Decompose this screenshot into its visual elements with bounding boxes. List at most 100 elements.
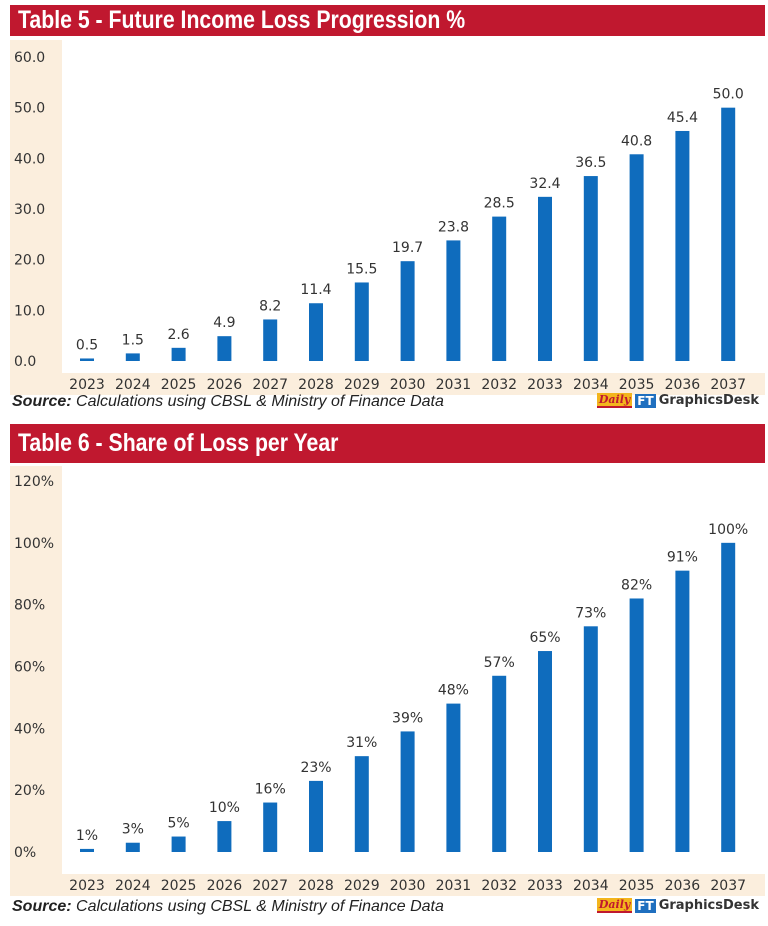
bar [354, 756, 369, 852]
y-tick-label: 120% [14, 474, 54, 490]
data-label: 57% [484, 655, 515, 671]
x-tick-label: 2029 [344, 878, 380, 894]
x-tick-label: 2032 [481, 878, 517, 894]
chart-panel-2: Table 6 - Share of Loss per Year 0% 20% 40… [10, 424, 765, 924]
x-tick-label: 2029 [344, 377, 380, 393]
x-tick-label: 2023 [69, 878, 105, 894]
y-tick-label: 40% [14, 721, 45, 737]
x-tick-label: 2036 [665, 878, 701, 894]
bar-chart: 0% 20% 40% 60% 80% 100% 120% 1% 2023 3% 2024 5% 2025… [14, 466, 765, 894]
x-tick-label: 2034 [573, 377, 609, 393]
data-label: 1% [76, 828, 98, 844]
bar-chart: 0.0 10.0 20.0 30.0 40.0 50.0 60.0 0.5 2023 1.5 202… [14, 40, 765, 393]
data-label: 8.2 [259, 298, 281, 314]
bar [80, 358, 94, 361]
data-label: 100% [708, 522, 748, 538]
x-tick-label: 2026 [207, 377, 243, 393]
data-label: 36.5 [575, 155, 606, 171]
x-tick-label: 2027 [252, 377, 288, 393]
bar [446, 703, 461, 852]
x-tick-label: 2030 [390, 377, 426, 393]
chart-area: 0.0 10.0 20.0 30.0 40.0 50.0 60.0 0.5 2023 1.5 202… [10, 40, 765, 395]
x-tick-label: 2031 [436, 377, 472, 393]
bar [446, 240, 461, 361]
bar [263, 802, 278, 852]
y-tick-label: 80% [14, 598, 45, 614]
y-tick-label: 0% [14, 845, 36, 861]
x-tick-label: 2025 [161, 377, 197, 393]
data-label: 2.6 [167, 327, 189, 343]
data-label: 31% [346, 735, 377, 751]
data-label: 40.8 [621, 133, 652, 149]
y-tick-label: 0.0 [14, 354, 36, 370]
data-label: 15.5 [346, 261, 377, 277]
x-tick-label: 2027 [252, 878, 288, 894]
bar [721, 542, 736, 852]
x-tick-label: 2025 [161, 878, 197, 894]
bar [309, 780, 323, 852]
chart-area: 0% 20% 40% 60% 80% 100% 120% 1% 2023 3% 2024 5% 2025… [10, 466, 765, 896]
x-tick-label: 2033 [527, 878, 563, 894]
y-tick-label: 30.0 [14, 202, 45, 218]
y-tick-label: 40.0 [14, 151, 45, 167]
bar [400, 731, 415, 852]
data-label: 19.7 [392, 240, 423, 256]
bar [309, 303, 323, 361]
data-label: 3% [122, 822, 144, 838]
y-tick-label: 60.0 [14, 50, 45, 66]
x-tick-label: 2023 [69, 377, 105, 393]
bar [217, 336, 232, 361]
bar [538, 651, 552, 852]
bar [125, 353, 140, 361]
x-tick-label: 2028 [298, 878, 334, 894]
bar [583, 176, 598, 361]
data-label: 91% [667, 550, 698, 566]
data-label: 32.4 [529, 176, 560, 192]
x-tick-label: 2036 [665, 377, 701, 393]
bar [538, 196, 552, 361]
x-tick-label: 2035 [619, 377, 655, 393]
graphicsdesk-logo: Daily FT GraphicsDesk [596, 898, 759, 913]
data-label: 65% [529, 630, 560, 646]
data-label: 0.5 [76, 337, 98, 353]
chart-title: Table 5 - Future Income Loss Progression… [10, 5, 765, 36]
graphicsdesk-logo: Daily FT GraphicsDesk [596, 393, 759, 408]
x-tick-label: 2032 [481, 377, 517, 393]
bar [629, 154, 644, 361]
data-label: 50.0 [713, 87, 744, 103]
bar [171, 836, 186, 852]
bar [492, 216, 507, 361]
x-tick-label: 2026 [207, 878, 243, 894]
bar [217, 821, 232, 852]
x-tick-label: 2037 [710, 377, 746, 393]
y-tick-label: 100% [14, 536, 54, 552]
data-label: 73% [575, 605, 606, 621]
data-label: 23% [300, 760, 331, 776]
bar [583, 626, 598, 852]
bar [125, 842, 140, 852]
data-label: 48% [438, 683, 469, 699]
data-label: 45.4 [667, 110, 698, 126]
x-tick-label: 2033 [527, 377, 563, 393]
bar [629, 598, 644, 852]
x-tick-label: 2037 [710, 878, 746, 894]
x-tick-label: 2030 [390, 878, 426, 894]
x-tick-label: 2035 [619, 878, 655, 894]
data-label: 11.4 [300, 282, 331, 298]
y-tick-label: 20% [14, 783, 45, 799]
data-label: 82% [621, 577, 652, 593]
data-label: 16% [255, 782, 286, 798]
data-label: 1.5 [122, 332, 144, 348]
bar [721, 107, 736, 362]
y-tick-label: 20.0 [14, 253, 45, 269]
data-label: 10% [209, 800, 240, 816]
data-label: 28.5 [484, 196, 515, 212]
bar [171, 347, 186, 361]
data-label: 23.8 [438, 219, 469, 235]
bar [675, 130, 690, 361]
bar [354, 282, 369, 361]
x-tick-label: 2024 [115, 878, 151, 894]
source-note: Source: Calculations using CBSL & Minist… [12, 898, 444, 915]
y-tick-label: 10.0 [14, 303, 45, 319]
y-tick-label: 60% [14, 660, 45, 676]
